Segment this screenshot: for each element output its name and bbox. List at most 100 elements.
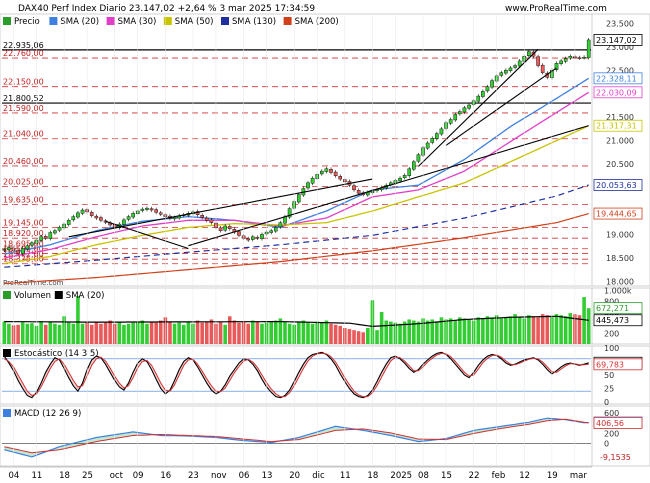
volume-y-tick: 200 <box>604 329 619 338</box>
volume-bar <box>508 316 513 344</box>
price-level-label: 22.150,00 <box>3 78 44 87</box>
candle-body <box>453 114 458 121</box>
volume-bar <box>568 313 573 344</box>
candle-body <box>481 91 485 97</box>
volume-bar <box>485 316 490 344</box>
volume-bar <box>209 319 214 344</box>
volume-bar <box>20 322 25 344</box>
volume-bar <box>66 322 71 344</box>
volume-bar <box>504 317 508 344</box>
candle-body <box>287 208 292 218</box>
price-y-tick: 20.500 <box>606 160 634 169</box>
price-badge-box <box>593 86 643 99</box>
volume-bar <box>347 329 352 344</box>
candle-body <box>333 171 338 176</box>
candle-body <box>48 232 53 239</box>
stoch-legend-label: Estocástico (14 3 5) <box>14 349 99 359</box>
volume-bar <box>255 321 260 344</box>
price-level-label: 22.935,06 <box>3 41 44 50</box>
candle-body <box>320 170 324 175</box>
candle-body <box>425 142 430 149</box>
volume-bar <box>39 321 43 344</box>
x-tick-label: 25 <box>82 471 93 481</box>
price-level-label: 19.145,00 <box>3 219 44 228</box>
chart-title: DAX40 Perf Index Diario 23.147,02 +2,64 … <box>18 4 315 14</box>
candle-body <box>200 214 204 218</box>
site-label[interactable]: www.ProRealTime.com <box>505 4 607 14</box>
price-legend-label: SMA (20) <box>60 17 99 27</box>
candle-body <box>66 220 71 225</box>
candle-body <box>7 247 11 251</box>
candle-body <box>158 212 163 215</box>
x-tick-label: oct <box>110 471 124 481</box>
price-badge-text: 23.147,02 <box>596 36 637 45</box>
volume-bar <box>76 296 80 344</box>
volume-y-tick: 1.000k <box>604 287 632 296</box>
price-level-label: 21.590,00 <box>3 104 44 113</box>
price-badge: 23.147,02 <box>593 34 643 46</box>
sma-line <box>4 213 589 285</box>
candle-body <box>412 161 416 170</box>
candle-body <box>586 39 591 58</box>
stoch-badge-box <box>593 358 643 371</box>
volume-badge-text: 445,473 <box>596 316 629 325</box>
x-tick-label: 11 <box>340 471 351 481</box>
volume-bar <box>80 323 85 344</box>
price-badge-text: 20.053,63 <box>596 181 637 190</box>
price-legend-swatch <box>221 17 229 25</box>
price-level-label: 18.695,00 <box>3 240 44 249</box>
price-level-label: 21.040,00 <box>3 130 44 139</box>
volume-bar <box>227 316 232 344</box>
macd-line <box>4 417 589 458</box>
candle-body <box>554 63 559 71</box>
volume-bar <box>117 321 122 344</box>
candle-body <box>246 238 250 241</box>
volume-badge-text: 672,271 <box>596 304 629 313</box>
price-badge-text: 22.030,09 <box>596 88 637 97</box>
sma-line <box>4 91 590 259</box>
volume-bar <box>375 330 379 344</box>
price-legend-swatch <box>163 17 172 25</box>
price-badge-box <box>593 179 643 191</box>
candle-body <box>204 217 209 221</box>
stoch-panel <box>0 345 650 405</box>
volume-bar <box>195 320 200 344</box>
price-y-tick: 22.500 <box>606 66 634 75</box>
volume-y-tick: 800 <box>604 297 619 306</box>
volume-bar <box>154 322 158 344</box>
volume-bar <box>269 321 273 344</box>
trend-line <box>188 125 589 247</box>
sma-line <box>4 77 590 255</box>
price-badge: 20.053,63 <box>593 179 643 191</box>
volume-bar <box>53 323 57 344</box>
candle-body <box>260 234 264 239</box>
macd-legend-label: MACD (12 26 9) <box>14 409 81 419</box>
candle-body <box>416 154 421 162</box>
footer-site-label: ProRealTime.com <box>3 279 64 287</box>
volume-bar <box>554 314 559 344</box>
macd-y-tick: 200 <box>604 429 619 438</box>
trend-line <box>68 178 373 238</box>
price-badge: 21.317,31 <box>593 119 643 132</box>
candle-body <box>568 56 573 59</box>
volume-bar <box>89 324 94 344</box>
price-y-tick: 21.000 <box>606 137 634 146</box>
volume-bar <box>402 321 407 344</box>
price-legend-label: SMA (50) <box>175 17 214 27</box>
volume-bar <box>30 323 34 344</box>
volume-bar <box>71 323 76 344</box>
x-tick-label: 09 <box>133 471 144 481</box>
macd-badge: 406,56 <box>593 417 643 429</box>
x-tick-label: 16 <box>160 471 171 481</box>
price-y-tick: 21.500 <box>606 113 634 122</box>
candle-body <box>435 133 439 139</box>
volume-bar <box>246 323 250 344</box>
x-tick-label: 19 <box>547 471 558 481</box>
price-badge-text: 22.328,11 <box>596 74 637 83</box>
volume-bar <box>218 321 223 344</box>
volume-bar <box>297 321 301 344</box>
volume-bar <box>94 321 99 344</box>
candle-body <box>140 208 145 211</box>
volume-bar <box>531 316 536 344</box>
candle-body <box>154 209 158 213</box>
